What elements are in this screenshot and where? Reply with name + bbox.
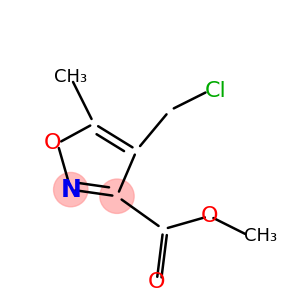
Text: CH₃: CH₃ [54,68,87,86]
Text: CH₃: CH₃ [244,227,277,245]
Text: O: O [148,272,165,292]
Text: O: O [201,206,218,226]
Text: N: N [60,178,81,202]
Circle shape [100,179,134,213]
Text: O: O [44,134,61,153]
Circle shape [54,172,88,207]
Text: Cl: Cl [205,81,227,100]
